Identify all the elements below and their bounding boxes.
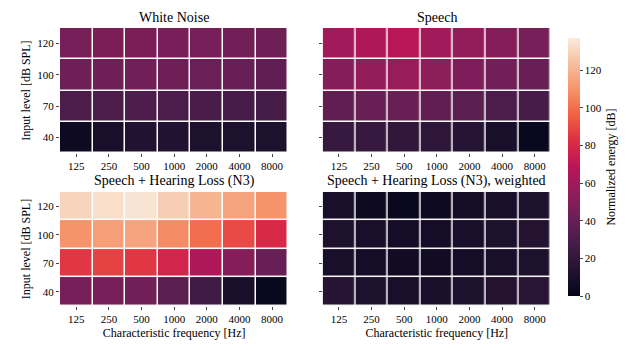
svg-text:125: 125 (331, 313, 348, 325)
svg-text:250: 250 (101, 160, 118, 172)
svg-text:Normalized energy [dB]: Normalized energy [dB] (604, 108, 618, 225)
svg-text:40: 40 (585, 215, 597, 227)
svg-text:Characteristic frequency [Hz]: Characteristic frequency [Hz] (103, 326, 246, 340)
svg-text:Speech: Speech (417, 10, 457, 25)
svg-text:White Noise: White Noise (139, 10, 209, 25)
svg-text:120: 120 (37, 37, 54, 49)
svg-text:250: 250 (363, 160, 380, 172)
svg-text:8000: 8000 (524, 313, 547, 325)
svg-text:Input level [dB SPL]: Input level [dB SPL] (19, 199, 33, 299)
svg-text:2000: 2000 (458, 313, 481, 325)
svg-text:500: 500 (396, 313, 413, 325)
svg-text:Speech + Hearing Loss (N3): Speech + Hearing Loss (N3) (94, 173, 255, 189)
svg-text:1000: 1000 (163, 160, 186, 172)
svg-text:4000: 4000 (491, 313, 514, 325)
svg-text:80: 80 (585, 139, 597, 151)
svg-text:120: 120 (37, 200, 54, 212)
svg-text:70: 70 (43, 100, 55, 112)
svg-text:0: 0 (585, 290, 591, 302)
svg-text:40: 40 (43, 131, 55, 143)
svg-text:250: 250 (363, 313, 380, 325)
svg-text:125: 125 (68, 313, 85, 325)
svg-text:1000: 1000 (426, 313, 449, 325)
svg-text:40: 40 (43, 286, 55, 298)
svg-text:125: 125 (331, 160, 348, 172)
svg-text:4000: 4000 (228, 313, 251, 325)
svg-text:8000: 8000 (524, 160, 547, 172)
svg-text:250: 250 (101, 313, 118, 325)
svg-text:2000: 2000 (458, 160, 481, 172)
svg-text:4000: 4000 (228, 160, 251, 172)
svg-text:2000: 2000 (196, 160, 219, 172)
svg-text:4000: 4000 (491, 160, 514, 172)
svg-text:125: 125 (68, 160, 85, 172)
svg-text:500: 500 (396, 160, 413, 172)
svg-text:8000: 8000 (261, 313, 284, 325)
svg-text:500: 500 (133, 313, 150, 325)
svg-text:70: 70 (43, 257, 55, 269)
svg-text:20: 20 (585, 252, 597, 264)
svg-text:1000: 1000 (426, 160, 449, 172)
svg-text:Characteristic frequency [Hz]: Characteristic frequency [Hz] (366, 326, 509, 340)
svg-text:1000: 1000 (163, 313, 186, 325)
svg-text:100: 100 (37, 69, 54, 81)
svg-text:60: 60 (585, 177, 597, 189)
svg-text:100: 100 (37, 229, 54, 241)
svg-text:Input level [dB SPL]: Input level [dB SPL] (19, 40, 33, 140)
svg-text:8000: 8000 (261, 160, 284, 172)
svg-text:2000: 2000 (196, 313, 219, 325)
svg-text:500: 500 (133, 160, 150, 172)
svg-text:120: 120 (585, 64, 602, 76)
svg-text:100: 100 (585, 102, 602, 114)
svg-text:Speech + Hearing Loss (N3), we: Speech + Hearing Loss (N3), weighted (327, 173, 546, 189)
